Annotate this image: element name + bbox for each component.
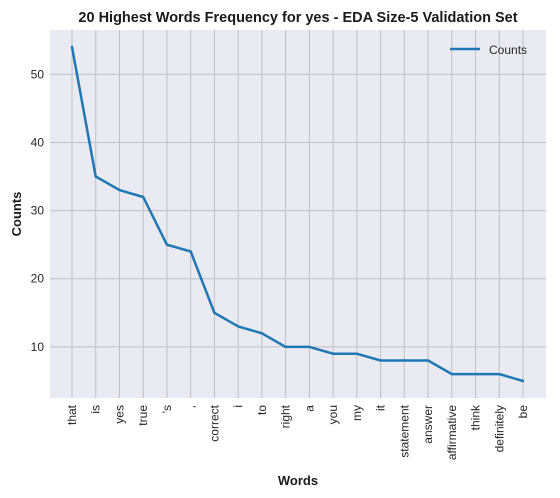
data-point <box>236 325 240 328</box>
data-point <box>189 250 192 253</box>
data-point <box>426 359 430 362</box>
chart-title: 20 Highest Words Frequency for yes - EDA… <box>78 10 517 26</box>
x-tick-label: , <box>184 405 198 408</box>
data-point <box>165 243 169 246</box>
data-point <box>142 195 145 199</box>
x-tick-label: true <box>136 405 150 426</box>
x-tick-label: think <box>469 404 483 430</box>
x-tick-label: statement <box>397 404 411 457</box>
data-point <box>498 372 501 376</box>
x-tick-label: is <box>89 405 103 414</box>
legend: Counts <box>450 43 527 57</box>
x-tick-label: be <box>516 405 530 419</box>
data-point <box>331 352 335 355</box>
x-tick-label: affirmative <box>445 405 459 460</box>
data-point <box>355 352 359 355</box>
x-tick-label: that <box>65 404 79 425</box>
series-line-counts <box>70 45 525 383</box>
data-point <box>521 379 525 383</box>
x-tick-label: 's <box>160 405 174 413</box>
data-point <box>94 175 97 178</box>
y-tick-label: 10 <box>31 340 45 354</box>
data-point <box>260 332 264 335</box>
y-axis-label: Counts <box>9 192 24 237</box>
data-point <box>118 188 121 192</box>
grid <box>50 30 546 398</box>
data-point <box>474 372 477 376</box>
x-tick-label: i <box>231 405 245 408</box>
tick-labels: that is yes true 's, correct i to right a you my it s… <box>31 67 530 460</box>
data-point <box>379 359 382 362</box>
x-tick-label: to <box>255 405 269 415</box>
y-tick-label: 20 <box>31 272 45 286</box>
y-tick-label: 30 <box>31 204 45 218</box>
x-axis-label: Words <box>278 473 318 488</box>
x-tick-label: correct <box>207 404 221 441</box>
data-point <box>403 359 406 362</box>
data-point <box>284 345 287 349</box>
legend-label: Counts <box>489 43 527 57</box>
x-tick-label: right <box>279 404 293 428</box>
x-tick-label: yes <box>112 405 126 424</box>
x-tick-label: my <box>350 405 364 421</box>
data-point <box>213 311 216 315</box>
data-point <box>70 45 74 49</box>
series-layer <box>70 45 525 383</box>
y-tick-label: 50 <box>31 67 45 81</box>
data-point <box>450 372 453 376</box>
x-tick-label: answer <box>421 405 435 444</box>
y-tick-label: 40 <box>31 135 45 149</box>
plot-area <box>50 30 546 398</box>
x-tick-label: you <box>326 405 340 424</box>
x-tick-label: definitely <box>492 405 506 452</box>
data-point <box>308 345 311 349</box>
x-tick-label: it <box>374 404 388 411</box>
x-tick-label: a <box>302 405 316 412</box>
